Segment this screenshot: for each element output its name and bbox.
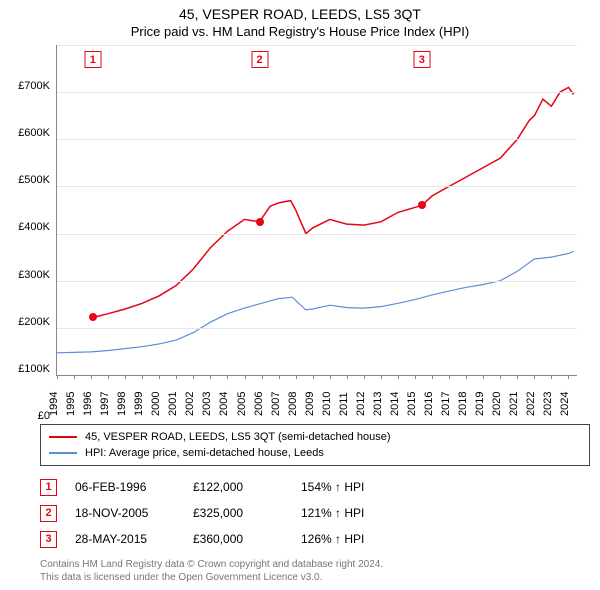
y-tick-label: £700K xyxy=(6,80,50,92)
transaction-date: 06-FEB-1996 xyxy=(75,480,175,494)
legend-swatch xyxy=(49,452,77,454)
title-block: 45, VESPER ROAD, LEEDS, LS5 3QT Price pa… xyxy=(0,0,600,41)
transaction-marker: 3 xyxy=(413,51,430,68)
x-tick-label: 2006 xyxy=(253,392,265,416)
transaction-row: 2 18-NOV-2005 £325,000 121% ↑ HPI xyxy=(40,500,590,526)
transaction-marker: 1 xyxy=(84,51,101,68)
gridline xyxy=(57,45,577,46)
chart-area: 123 £0£100K£200K£300K£400K£500K£600K£700… xyxy=(0,41,600,376)
transaction-row: 1 06-FEB-1996 £122,000 154% ↑ HPI xyxy=(40,474,590,500)
x-axis-labels: 1994199519961997199819992000200120022003… xyxy=(56,376,580,416)
transaction-date: 28-MAY-2015 xyxy=(75,532,175,546)
x-tick-label: 2018 xyxy=(457,392,469,416)
x-tick-label: 2016 xyxy=(423,392,435,416)
gridline xyxy=(57,328,577,329)
transactions-table: 1 06-FEB-1996 £122,000 154% ↑ HPI 2 18-NOV-20… xyxy=(40,474,590,552)
x-tick-label: 1997 xyxy=(99,392,111,416)
transaction-number: 2 xyxy=(40,505,57,522)
x-tick-label: 2024 xyxy=(559,392,571,416)
transaction-hpi: 154% ↑ HPI xyxy=(301,480,411,494)
chart-card: 45, VESPER ROAD, LEEDS, LS5 3QT Price pa… xyxy=(0,0,600,584)
legend-row: 45, VESPER ROAD, LEEDS, LS5 3QT (semi-de… xyxy=(49,429,581,445)
transaction-dot xyxy=(418,201,426,209)
x-tick-label: 1994 xyxy=(48,392,60,416)
x-tick-label: 1996 xyxy=(82,392,94,416)
x-tick-label: 2021 xyxy=(508,392,520,416)
legend-label: HPI: Average price, semi-detached house,… xyxy=(85,447,324,459)
x-tick-label: 2013 xyxy=(372,392,384,416)
x-tick-label: 2007 xyxy=(270,392,282,416)
attribution: Contains HM Land Registry data © Crown c… xyxy=(40,558,590,584)
transaction-marker: 2 xyxy=(251,51,268,68)
legend-label: 45, VESPER ROAD, LEEDS, LS5 3QT (semi-de… xyxy=(85,431,391,443)
x-tick-label: 2015 xyxy=(406,392,418,416)
transaction-price: £360,000 xyxy=(193,532,283,546)
transaction-dot xyxy=(89,313,97,321)
plot-area: 1 2 3 xyxy=(56,45,577,376)
x-tick-label: 2019 xyxy=(474,392,486,416)
gridline xyxy=(57,186,577,187)
legend-swatch xyxy=(49,436,77,438)
transaction-hpi: 126% ↑ HPI xyxy=(301,532,411,546)
series-line xyxy=(57,252,574,353)
transaction-date: 18-NOV-2005 xyxy=(75,506,175,520)
transaction-row: 3 28-MAY-2015 £360,000 126% ↑ HPI xyxy=(40,526,590,552)
x-tick-label: 1995 xyxy=(65,392,77,416)
series-line xyxy=(93,87,574,317)
x-tick-label: 2023 xyxy=(542,392,554,416)
transaction-number: 3 xyxy=(40,531,57,548)
x-tick-label: 2005 xyxy=(236,392,248,416)
x-tick-label: 2022 xyxy=(525,392,537,416)
y-tick-label: £100K xyxy=(6,363,50,375)
x-tick-label: 2001 xyxy=(167,392,179,416)
transaction-hpi: 121% ↑ HPI xyxy=(301,506,411,520)
x-tick-label: 2014 xyxy=(389,392,401,416)
x-tick-label: 2012 xyxy=(355,392,367,416)
attribution-line: This data is licensed under the Open Gov… xyxy=(40,571,590,584)
gridline xyxy=(57,139,577,140)
transaction-number: 1 xyxy=(40,479,57,496)
x-tick-label: 2004 xyxy=(218,392,230,416)
transaction-price: £325,000 xyxy=(193,506,283,520)
y-tick-label: £400K xyxy=(6,221,50,233)
x-tick-label: 1999 xyxy=(133,392,145,416)
x-tick-label: 2020 xyxy=(491,392,503,416)
legend-row: HPI: Average price, semi-detached house,… xyxy=(49,445,581,461)
x-tick-label: 2010 xyxy=(321,392,333,416)
x-tick-label: 2011 xyxy=(338,392,350,416)
x-tick-label: 2002 xyxy=(184,392,196,416)
transaction-dot xyxy=(256,218,264,226)
x-tick-label: 2009 xyxy=(304,392,316,416)
y-tick-label: £200K xyxy=(6,316,50,328)
gridline xyxy=(57,281,577,282)
chart-title: 45, VESPER ROAD, LEEDS, LS5 3QT xyxy=(10,6,590,22)
x-tick-label: 1998 xyxy=(116,392,128,416)
legend: 45, VESPER ROAD, LEEDS, LS5 3QT (semi-de… xyxy=(40,424,590,466)
y-tick-label: £600K xyxy=(6,127,50,139)
chart-subtitle: Price paid vs. HM Land Registry's House … xyxy=(10,24,590,39)
x-tick-label: 2017 xyxy=(440,392,452,416)
x-tick-label: 2003 xyxy=(201,392,213,416)
y-tick-label: £500K xyxy=(6,174,50,186)
gridline xyxy=(57,92,577,93)
gridline xyxy=(57,234,577,235)
transaction-price: £122,000 xyxy=(193,480,283,494)
x-tick-label: 2008 xyxy=(287,392,299,416)
line-layer xyxy=(57,45,577,375)
y-tick-label: £300K xyxy=(6,269,50,281)
y-tick-label: £0 xyxy=(6,410,50,422)
attribution-line: Contains HM Land Registry data © Crown c… xyxy=(40,558,590,571)
x-tick-label: 2000 xyxy=(150,392,162,416)
